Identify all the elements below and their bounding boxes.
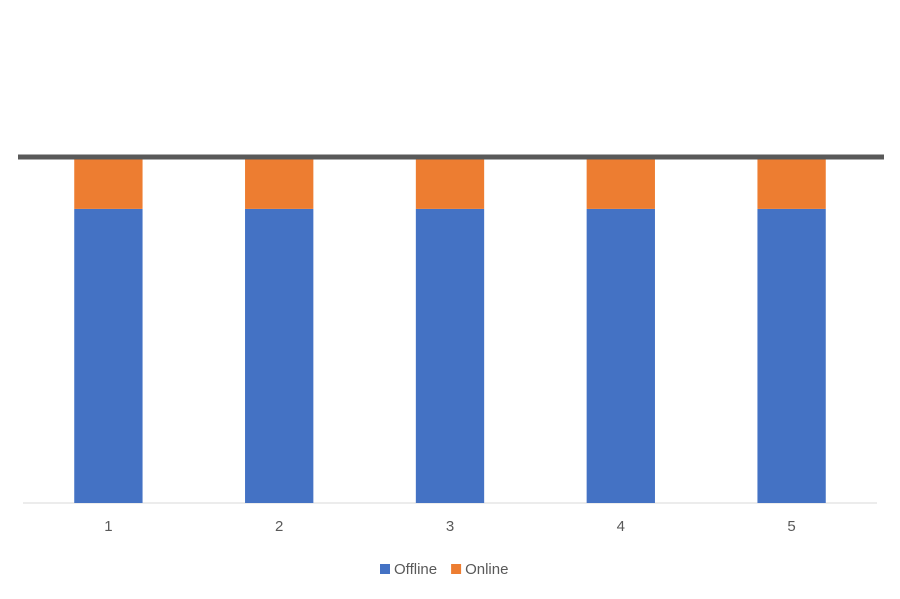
bar-segment [757,208,826,503]
bar-segment [415,157,485,209]
bar-segment [245,157,314,209]
bar-segment [245,208,314,503]
x-tick-label: 4 [617,518,625,535]
x-tick-label: 1 [104,518,112,535]
bar-segment [415,208,485,503]
x-tick-label: 3 [446,518,454,535]
bar-segment [586,208,655,503]
x-tick-label: 2 [275,518,283,535]
legend-swatch [380,564,390,574]
bar-segment [74,208,143,503]
bar-segment [586,157,655,209]
legend-swatch [451,564,462,574]
legend-label: Offline [394,561,437,578]
x-tick-label: 5 [787,518,795,535]
bar-segment [757,157,826,209]
bar-segment [74,157,143,209]
legend-label: Online [465,561,508,578]
